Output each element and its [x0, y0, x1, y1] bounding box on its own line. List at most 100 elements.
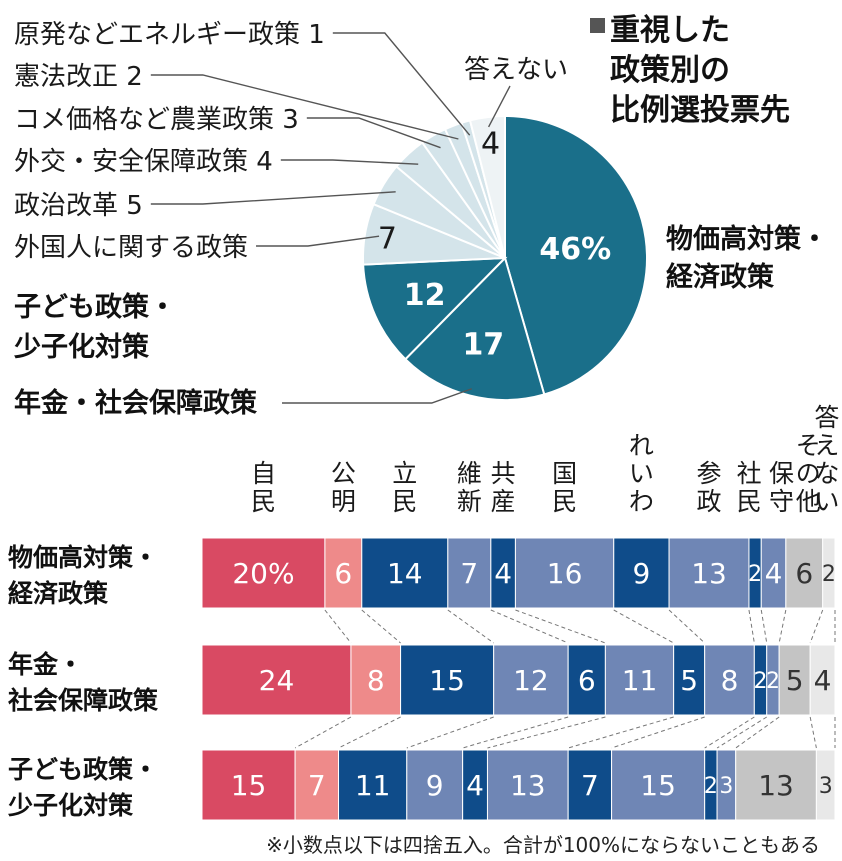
pie-value-label: 46% [539, 232, 611, 267]
bar-party-header: 社 [737, 459, 762, 488]
bar-value-label: 6 [795, 557, 813, 590]
bar-connector-line [760, 609, 768, 644]
bar-value-label: 5 [786, 664, 804, 697]
bar-party-header: 立 [392, 459, 417, 488]
bar-value-label: 13 [691, 557, 727, 590]
bar-party-header: な [814, 459, 839, 488]
pie-value-label: 17 [462, 327, 504, 362]
bar-value-label: 15 [640, 769, 676, 802]
bar-connector-line [487, 716, 606, 749]
bar-value-label: 7 [581, 769, 599, 802]
pie-category-label: 子ども政策・ [14, 291, 176, 323]
bar-value-label: 13 [758, 769, 794, 802]
bar-party-header: 民 [737, 487, 762, 516]
bar-segment [822, 537, 836, 609]
pie-category-label: 外国人に関する政策 [14, 233, 248, 263]
bar-party-header: 他 [796, 487, 821, 516]
pie-category-label: 政治改革 5 [14, 191, 143, 221]
bar-segment [324, 537, 363, 609]
bar-value-label: 9 [426, 769, 444, 802]
bar-party-header: 守 [769, 487, 794, 516]
bar-party-header: い [629, 459, 654, 488]
bar-party-header: 民 [552, 487, 577, 516]
bar-segment [673, 644, 706, 716]
bar-party-header: 自 [251, 459, 276, 488]
bar-party-header: そ [796, 431, 821, 460]
bar-party-header: 産 [491, 487, 516, 516]
pie-slice [468, 114, 506, 259]
bar-row-label: 経済政策 [8, 579, 109, 608]
bar-row-label: 少子化対策 [7, 791, 134, 820]
bar-connector-line [361, 609, 401, 644]
pie-category-label: 少子化対策 [14, 331, 150, 363]
pie-leader-line [256, 235, 380, 247]
bar-segment [400, 644, 495, 716]
pie-leader-line [280, 159, 419, 165]
bar-row-label: 子ども政策・ [8, 755, 158, 784]
bar-connector-line [406, 716, 494, 749]
pie-leader-line [487, 85, 511, 128]
bar-value-label: 3 [719, 774, 733, 799]
bar-connector-line [324, 609, 352, 644]
bar-party-header: 明 [331, 487, 356, 516]
bar-connector-line [704, 716, 755, 749]
bar-value-label: 14 [387, 557, 423, 590]
bar-party-header: 参 [697, 459, 722, 488]
bar-segment [350, 644, 402, 716]
bar-value-label: 11 [622, 664, 658, 697]
pie-value-label: 4 [481, 126, 500, 161]
bar-party-header: れ [629, 431, 654, 460]
bar-value-label: 6 [578, 664, 596, 697]
pie-category-label: 答えない [464, 55, 568, 85]
bar-segment [406, 749, 464, 821]
bar-value-label: 20% [232, 557, 294, 590]
bar-segment [815, 749, 836, 821]
pie-category-label: コメ価格など農業政策 3 [14, 105, 299, 135]
bar-party-header: 維 [457, 459, 482, 488]
bar-value-label: 4 [765, 557, 783, 590]
bar-segment [611, 749, 706, 821]
title-cube-icon [590, 18, 605, 33]
bar-value-label: 7 [308, 769, 326, 802]
bar-connector-line [716, 716, 768, 749]
footnote: ※小数点以下は四捨五入。合計が100%にならないこともある [266, 833, 820, 857]
bar-segment [735, 749, 817, 821]
bar-segment [493, 644, 569, 716]
bar-party-header: 民 [251, 487, 276, 516]
bar-segment [201, 644, 352, 716]
pie-category-label: 物価高対策・ [666, 223, 828, 255]
pie-leader-line [282, 388, 473, 404]
bar-segment [567, 749, 613, 821]
bar-segment [201, 537, 326, 609]
bar-party-header: 答 [814, 403, 839, 432]
bar-value-label: 2 [704, 774, 718, 799]
bar-segment [294, 749, 340, 821]
bar-row-label: 社会保障政策 [8, 686, 159, 715]
bar-value-label: 7 [460, 557, 478, 590]
bar-segment [201, 749, 296, 821]
bar-segment [514, 537, 615, 609]
bar-party-header: え [814, 431, 839, 460]
chart-title-group: 重視した 政策別の 比例選投票先 [590, 13, 790, 128]
bar-party-header: わ [629, 487, 654, 516]
bar-party-header: 新 [457, 487, 482, 516]
bar-value-label: 6 [334, 557, 352, 590]
bar-connector-line [809, 609, 824, 644]
bar-connector-line [338, 716, 401, 749]
bar-connector-line [809, 716, 817, 749]
bar-segment [338, 749, 408, 821]
bar-party-header: 共 [491, 459, 516, 488]
bar-connector-line [735, 716, 780, 749]
pie-leader-line [150, 74, 459, 140]
pie-leader-line [332, 32, 471, 136]
bar-value-label: 2 [754, 669, 768, 694]
bar-connector-line [490, 609, 569, 644]
bar-party-header: の [796, 459, 821, 488]
bar-connector-line [778, 609, 787, 644]
bar-party-header: い [814, 487, 839, 516]
bar-party-header: 保 [769, 459, 794, 488]
pie-chart: 46% 物価高対策・経済政策 17 年金・社会保障政策 12 子ども政策・少子化対策 7 外国… [14, 20, 828, 419]
bar-connector-line [668, 609, 706, 644]
pie-leader-line [306, 117, 441, 149]
